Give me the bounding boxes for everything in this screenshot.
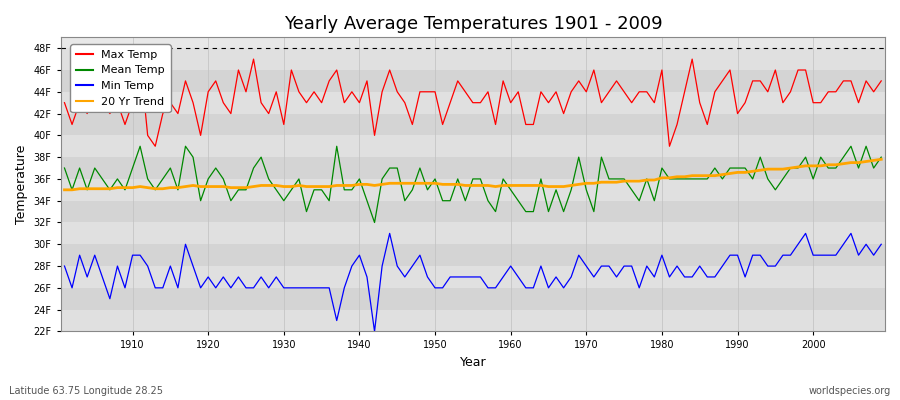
Bar bbox=[60, 288, 885, 310]
Bar bbox=[60, 114, 885, 135]
Title: Yearly Average Temperatures 1901 - 2009: Yearly Average Temperatures 1901 - 2009 bbox=[284, 15, 662, 33]
Y-axis label: Temperature: Temperature bbox=[15, 145, 28, 224]
Bar bbox=[60, 244, 885, 266]
Bar bbox=[60, 310, 885, 332]
Bar bbox=[60, 70, 885, 92]
Bar bbox=[60, 201, 885, 222]
X-axis label: Year: Year bbox=[460, 356, 486, 369]
Bar bbox=[60, 179, 885, 201]
Bar bbox=[60, 266, 885, 288]
Text: worldspecies.org: worldspecies.org bbox=[809, 386, 891, 396]
Bar bbox=[60, 48, 885, 70]
Bar bbox=[60, 157, 885, 179]
Text: Latitude 63.75 Longitude 28.25: Latitude 63.75 Longitude 28.25 bbox=[9, 386, 163, 396]
Bar bbox=[60, 135, 885, 157]
Legend: Max Temp, Mean Temp, Min Temp, 20 Yr Trend: Max Temp, Mean Temp, Min Temp, 20 Yr Tre… bbox=[70, 44, 171, 112]
Bar bbox=[60, 92, 885, 114]
Bar bbox=[60, 222, 885, 244]
